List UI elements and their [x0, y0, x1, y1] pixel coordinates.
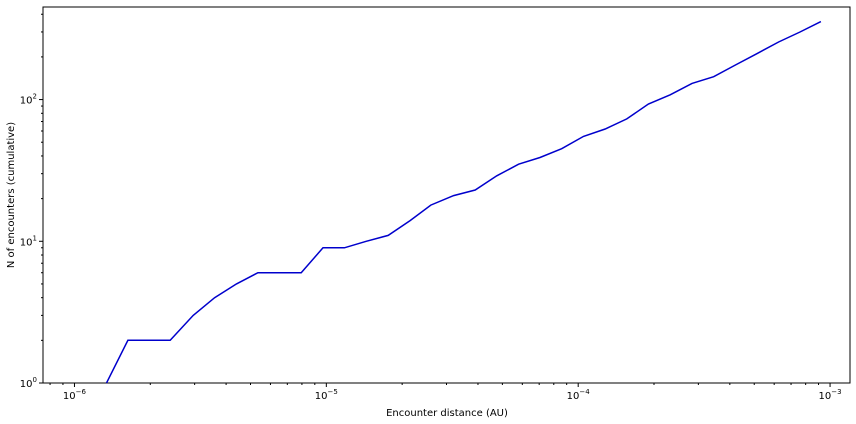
x-axis-ticks: 10−6 10−5 10−4 10−3 — [49, 383, 842, 402]
series-line-0 — [105, 20, 822, 384]
x-tick-label: 10−3 — [819, 388, 842, 402]
plot-frame — [42, 6, 851, 384]
y-tick-label: 101 — [20, 234, 37, 248]
y-tick-label: 102 — [20, 93, 37, 107]
y-axis-ticks: 100 101 102 — [20, 13, 43, 390]
x-axis-label: Encounter distance (AU) — [386, 408, 508, 419]
series-layer — [105, 20, 822, 384]
x-tick-label: 10−5 — [315, 388, 338, 402]
x-tick-label: 10−6 — [63, 388, 87, 402]
x-tick-label: 10−4 — [567, 388, 591, 402]
y-axis-label: N of encounters (cumulative) — [6, 122, 17, 268]
y-tick-label: 100 — [20, 376, 37, 390]
